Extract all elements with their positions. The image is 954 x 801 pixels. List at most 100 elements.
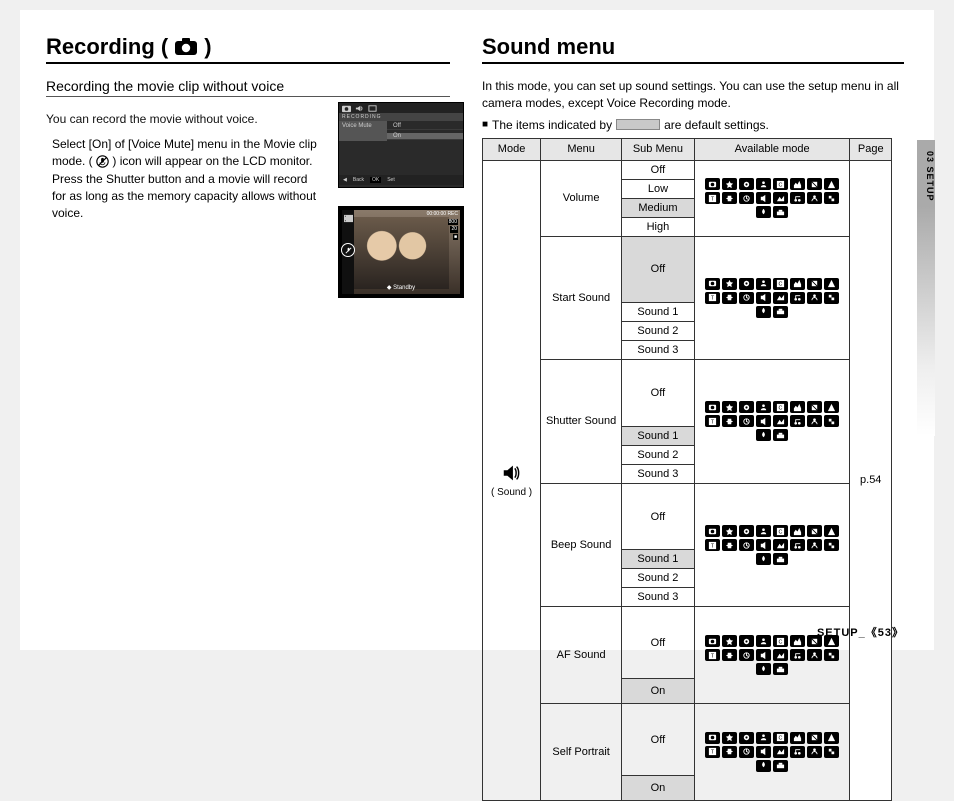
mode-icon xyxy=(790,192,805,204)
mode-icon xyxy=(756,206,771,218)
th-menu: Menu xyxy=(541,138,622,160)
mode-icon xyxy=(705,635,720,647)
mode-icon xyxy=(722,192,737,204)
submenu-cell: Sound 1 xyxy=(622,426,695,445)
mode-icon xyxy=(773,746,788,758)
menu-name-cell: AF Sound xyxy=(541,607,622,704)
table-row: Self PortraitOffCT xyxy=(483,703,892,775)
mode-icon xyxy=(756,760,771,772)
available-mode-cell: CT xyxy=(694,703,850,800)
submenu-cell: Sound 2 xyxy=(622,569,695,588)
recording-instruction: Select [On] of [Voice Mute] menu in the … xyxy=(52,136,324,223)
lcd-time: 00:00:00 xyxy=(427,211,446,217)
mode-icon xyxy=(807,415,822,427)
mode-icon xyxy=(739,525,754,537)
mode-icon xyxy=(739,415,754,427)
mode-icon-grid: CT xyxy=(701,732,844,772)
mode-icon xyxy=(739,732,754,744)
mode-icon xyxy=(807,539,822,551)
mode-icon xyxy=(722,415,737,427)
mode-icon xyxy=(756,292,771,304)
mode-icon xyxy=(824,178,839,190)
mode-icon xyxy=(790,278,805,290)
mode-icon xyxy=(722,539,737,551)
mode-icon xyxy=(705,732,720,744)
mode-icon xyxy=(790,525,805,537)
submenu-cell: Sound 2 xyxy=(622,322,695,341)
mode-icon xyxy=(824,278,839,290)
sound-menu-heading: Sound menu xyxy=(482,34,904,64)
mode-icon xyxy=(756,635,771,647)
mode-icon xyxy=(722,732,737,744)
submenu-cell: Low xyxy=(622,179,695,198)
movie-mode-icon xyxy=(344,214,353,223)
mode-icon xyxy=(739,192,754,204)
sound-intro: In this mode, you can set up sound setti… xyxy=(482,78,904,112)
mode-icon xyxy=(739,292,754,304)
bullet-icon: ■ xyxy=(482,119,488,130)
note-a: The items indicated by xyxy=(492,118,612,132)
mode-icon xyxy=(705,401,720,413)
mode-icon xyxy=(807,192,822,204)
available-mode-cell: CT xyxy=(694,360,850,484)
submenu-cell: Sound 2 xyxy=(622,445,695,464)
footer-open: 《 xyxy=(866,628,878,640)
mode-icon xyxy=(807,178,822,190)
mode-icon xyxy=(756,539,771,551)
mode-icon xyxy=(824,649,839,661)
mode-icon xyxy=(773,539,788,551)
lcd-standby: Standby xyxy=(387,284,415,291)
lcd-res: 800 xyxy=(448,219,458,226)
mode-icon xyxy=(773,553,788,565)
submenu-cell: Sound 3 xyxy=(622,588,695,607)
mode-icon-grid: CT xyxy=(701,401,844,441)
menu-name-cell: Self Portrait xyxy=(541,703,622,800)
svg-text:C: C xyxy=(779,182,783,188)
mode-icon xyxy=(807,278,822,290)
mode-icon xyxy=(790,292,805,304)
mode-icon: C xyxy=(773,732,788,744)
footer-page-num: 53 xyxy=(878,627,892,639)
recording-subheading: Recording the movie clip without voice xyxy=(46,78,450,97)
mode-icon xyxy=(756,401,771,413)
mode-icon xyxy=(756,649,771,661)
lcd-rec: REC xyxy=(447,211,458,217)
lcd-preview-screenshot: 00:00:00 REC 800 20 ■ Standby xyxy=(338,206,464,298)
mode-icon xyxy=(790,635,805,647)
available-mode-cell: CT xyxy=(694,160,850,236)
mode-icon-grid: CT xyxy=(701,278,844,318)
svg-text:C: C xyxy=(779,736,783,742)
mode-cell: ( Sound ) xyxy=(483,160,541,800)
mode-icon xyxy=(756,525,771,537)
page-ref-cell: p.54 xyxy=(850,160,892,800)
mode-icon xyxy=(807,525,822,537)
mode-icon xyxy=(824,732,839,744)
mode-icon-grid: CT xyxy=(701,178,844,218)
mode-icon xyxy=(824,292,839,304)
mode-icon xyxy=(722,292,737,304)
submenu-cell: Off xyxy=(622,360,695,427)
mode-icon: T xyxy=(705,415,720,427)
footer-label: SETUP_ xyxy=(817,627,866,639)
mode-icon xyxy=(756,732,771,744)
mode-icon xyxy=(722,401,737,413)
speaker-icon xyxy=(501,462,523,484)
submenu-cell: Off xyxy=(622,703,695,775)
sound-settings-table: Mode Menu Sub Menu Available mode Page (… xyxy=(482,138,892,801)
th-page: Page xyxy=(850,138,892,160)
mode-icon xyxy=(756,278,771,290)
right-column: Sound menu In this mode, you can set up … xyxy=(482,34,904,801)
mode-icon xyxy=(790,732,805,744)
mode-icon xyxy=(756,415,771,427)
mode-icon xyxy=(773,206,788,218)
mode-icon-grid: CT xyxy=(701,525,844,565)
mode-icon xyxy=(807,649,822,661)
mode-icon: T xyxy=(705,292,720,304)
table-row: Start SoundOffCT xyxy=(483,236,892,303)
mode-icon: T xyxy=(705,649,720,661)
table-row: AF SoundOffCT xyxy=(483,607,892,679)
mode-icon xyxy=(722,746,737,758)
mode-icon: C xyxy=(773,178,788,190)
mode-icon xyxy=(824,415,839,427)
menu-name-cell: Shutter Sound xyxy=(541,360,622,484)
